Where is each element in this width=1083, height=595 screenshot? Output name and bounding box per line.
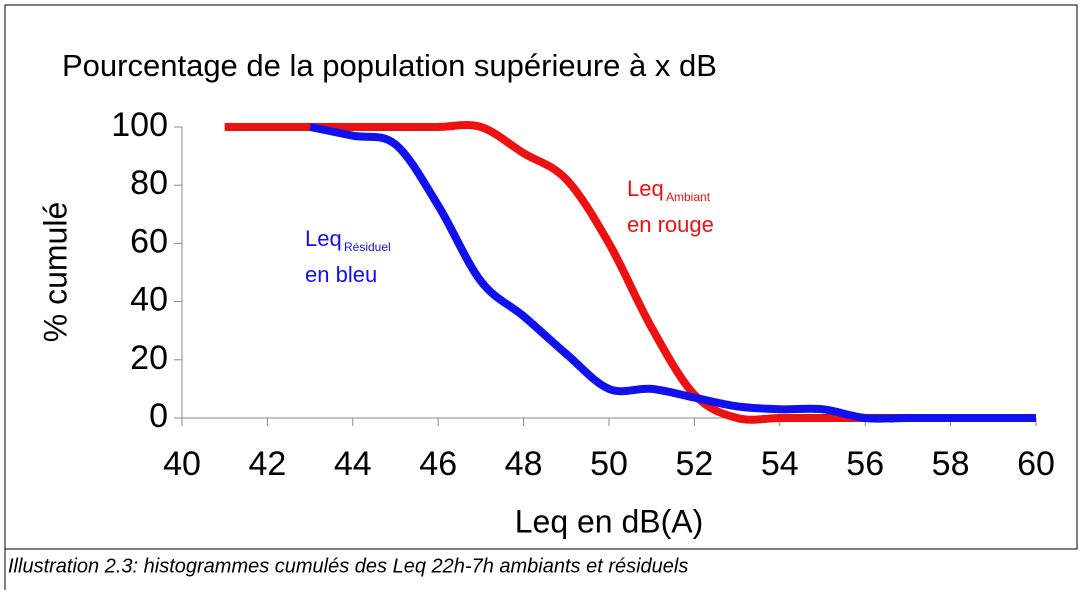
annotation-sub: Ambiant xyxy=(666,190,711,204)
x-tick-label: 54 xyxy=(761,445,799,483)
x-tick-label: 44 xyxy=(334,445,372,483)
x-tick-label: 56 xyxy=(846,445,884,483)
y-tick-label: 80 xyxy=(130,164,168,202)
x-tick-label: 48 xyxy=(505,445,543,483)
y-tick-label: 0 xyxy=(149,397,168,435)
x-tick-label: 60 xyxy=(1017,445,1055,483)
annotation-line2: en bleu xyxy=(305,262,377,287)
y-tick-label: 100 xyxy=(111,106,168,144)
annotation-line2: en rouge xyxy=(627,212,714,237)
x-tick-label: 40 xyxy=(163,445,201,483)
y-axis-label: % cumulé xyxy=(37,202,73,343)
annotation: Leq xyxy=(627,176,664,201)
x-tick-label: 46 xyxy=(419,445,457,483)
x-tick-label: 50 xyxy=(590,445,628,483)
y-tick-label: 60 xyxy=(130,222,168,260)
x-tick-label: 52 xyxy=(675,445,713,483)
x-axis-label: Leq en dB(A) xyxy=(515,503,704,539)
caption: Illustration 2.3: histogrammes cumulés d… xyxy=(8,555,688,577)
chart-title: Pourcentage de la population supérieure … xyxy=(62,48,717,83)
x-tick-label: 58 xyxy=(932,445,970,483)
series-line xyxy=(309,123,1036,423)
frame xyxy=(4,4,1078,550)
annotation: Leq xyxy=(305,226,342,251)
y-tick-label: 20 xyxy=(130,339,168,377)
x-tick-label: 42 xyxy=(248,445,286,483)
y-tick-label: 40 xyxy=(130,281,168,319)
annotation-sub: Résiduel xyxy=(344,240,391,254)
